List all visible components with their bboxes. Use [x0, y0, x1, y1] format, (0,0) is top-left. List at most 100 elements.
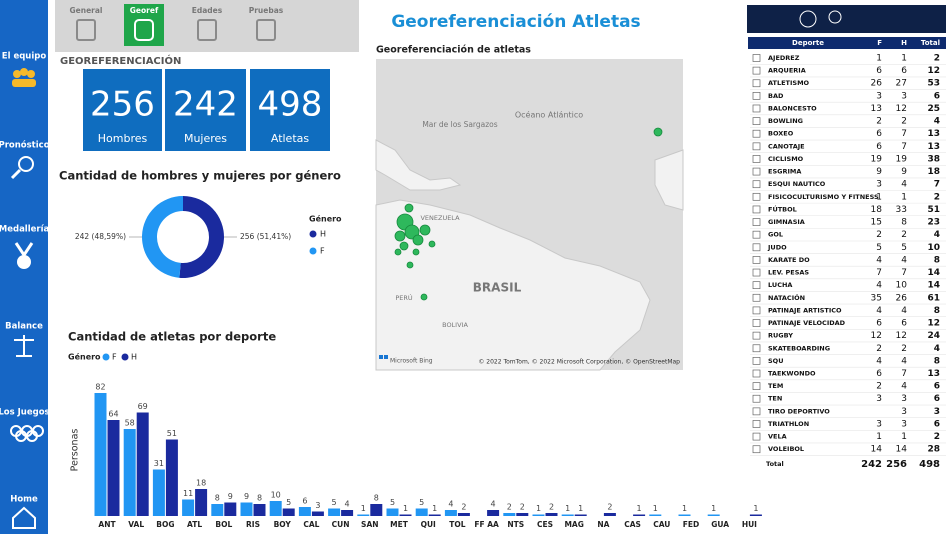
expand-icon[interactable] — [752, 420, 761, 428]
bar-value-label: 2 — [520, 503, 525, 512]
expand-icon[interactable] — [752, 79, 761, 88]
expand-icon[interactable] — [752, 180, 761, 189]
bar-value-label: 51 — [167, 429, 177, 438]
table-cell: 2 — [876, 230, 882, 240]
expand-icon[interactable] — [752, 243, 761, 252]
table-cell: 26 — [871, 79, 883, 89]
expand-icon[interactable] — [752, 319, 761, 327]
x-tick-label: ATL — [187, 520, 202, 529]
table-cell-label: ATLETISMO — [768, 79, 810, 87]
bar — [603, 513, 616, 516]
expand-icon[interactable] — [752, 369, 761, 378]
bar-value-label: 9 — [244, 492, 249, 501]
table-cell: 26 — [896, 293, 908, 303]
expand-icon[interactable] — [752, 407, 761, 416]
expand-icon[interactable] — [752, 382, 761, 390]
table-cell: 19 — [871, 154, 883, 164]
table-total: 498 — [919, 459, 940, 470]
table-cell: 38 — [927, 154, 940, 164]
table-cell: 23 — [927, 218, 940, 228]
expand-icon[interactable] — [752, 268, 761, 277]
table-header-bg — [748, 37, 946, 49]
table-cell: 3 — [901, 419, 907, 429]
expand-icon[interactable] — [752, 281, 761, 290]
table-cell: 6 — [876, 369, 882, 379]
table-cell-label: ESGRIMA — [768, 168, 801, 176]
expand-icon[interactable] — [752, 331, 761, 340]
table-cell: 19 — [896, 154, 908, 164]
expand-icon[interactable] — [752, 218, 761, 226]
expand-icon[interactable] — [752, 357, 761, 365]
expand-icon[interactable] — [752, 230, 761, 239]
bar — [444, 510, 457, 516]
table-cell: 7 — [901, 268, 907, 278]
bar — [386, 508, 399, 516]
table-cell: 4 — [876, 255, 882, 265]
map-land — [375, 139, 462, 191]
bar — [328, 508, 341, 516]
table-cell: 2 — [901, 117, 907, 127]
nav-label[interactable]: Home — [10, 495, 38, 505]
expand-icon[interactable] — [752, 445, 761, 454]
table-cell: 61 — [927, 293, 940, 303]
expand-icon[interactable] — [752, 92, 761, 100]
nav-label[interactable]: El equipo — [2, 52, 47, 62]
nav-label[interactable]: Medallería — [0, 225, 49, 235]
x-tick-label: CAL — [303, 520, 319, 529]
expand-icon[interactable] — [752, 104, 761, 113]
donut-label: 256 (51,41%) — [240, 232, 291, 241]
tab-label[interactable]: Edades — [192, 6, 223, 15]
nav-label[interactable]: Los Juegos — [0, 408, 50, 418]
donut-slice — [141, 196, 183, 278]
table-cell: 14 — [927, 281, 940, 291]
bar-value-label: 2 — [507, 503, 512, 512]
table-cell: 4 — [901, 180, 907, 190]
tab-label[interactable]: Pruebas — [249, 6, 284, 15]
nav-label[interactable]: Balance — [5, 322, 43, 332]
expand-icon[interactable] — [752, 394, 761, 403]
bar — [487, 510, 500, 516]
table-cell: 10 — [927, 243, 940, 253]
table-cell: 35 — [871, 293, 882, 303]
expand-icon[interactable] — [752, 344, 761, 353]
table-cell: 7 — [876, 268, 882, 278]
table-cell: 7 — [934, 180, 940, 190]
expand-icon[interactable] — [752, 256, 761, 264]
expand-icon[interactable] — [752, 54, 761, 62]
tab-label[interactable]: General — [70, 6, 103, 15]
map-land — [375, 199, 651, 371]
table-cell-label: TRIATHLON — [768, 420, 809, 428]
expand-icon[interactable] — [752, 306, 761, 315]
expand-icon[interactable] — [752, 432, 761, 441]
tab-label[interactable]: Georef — [130, 6, 159, 15]
table-cell: 14 — [896, 445, 908, 455]
table-cell: 1 — [901, 432, 907, 442]
expand-icon[interactable] — [752, 142, 761, 151]
legend-label: F — [112, 353, 117, 362]
bar-value-label: 1 — [682, 504, 687, 513]
y-axis-label: Personas — [70, 429, 81, 472]
nav-label[interactable]: Pronóstico — [0, 140, 50, 151]
table-cell: 1 — [901, 192, 907, 202]
kpi-label: Atletas — [271, 132, 310, 145]
bar-value-label: 9 — [228, 492, 233, 501]
expand-icon[interactable] — [752, 129, 761, 138]
table-cell: 4 — [876, 356, 882, 366]
table-cell-label: TEN — [768, 395, 782, 403]
map-title: Georeferenciación de atletas — [376, 45, 531, 56]
table-cell-label: KARATE DO — [768, 256, 810, 264]
bar — [94, 393, 107, 516]
table-cell: 13 — [927, 129, 940, 139]
expand-icon[interactable] — [752, 293, 761, 302]
expand-icon[interactable] — [752, 205, 761, 214]
expand-icon[interactable] — [752, 66, 761, 75]
expand-icon[interactable] — [752, 167, 761, 176]
table-cell: 9 — [876, 167, 882, 177]
bar-value-label: 3 — [315, 501, 320, 510]
expand-icon[interactable] — [752, 192, 761, 201]
logo — [747, 5, 946, 33]
table-cell: 5 — [876, 243, 882, 253]
expand-icon[interactable] — [752, 117, 761, 125]
x-tick-label: BOL — [215, 520, 232, 529]
expand-icon[interactable] — [752, 155, 761, 163]
